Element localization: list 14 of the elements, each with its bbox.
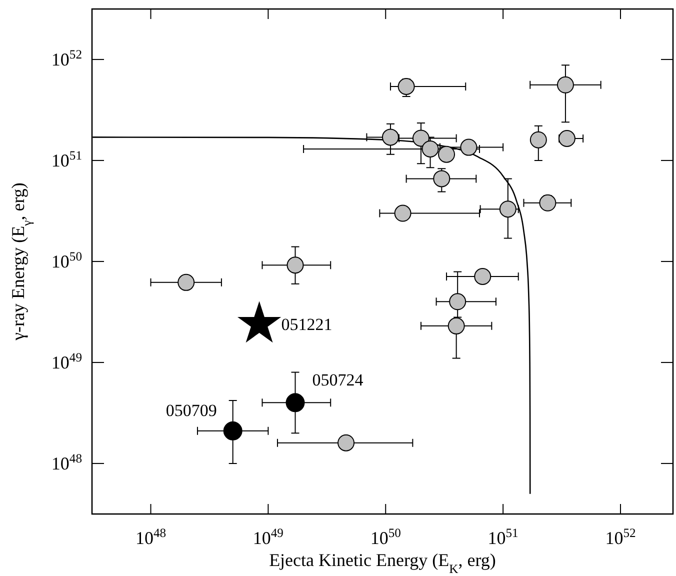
y-tick-label: 10$^{51}$ xyxy=(51,148,82,170)
x-tick-label: 10$^{51}$ xyxy=(488,526,518,548)
annotation: 050709 xyxy=(166,400,217,420)
y-tick-label: 10$^{50}$ xyxy=(51,249,82,272)
x-axis-title: Ejecta Kinetic Energy (E$_{K}$, erg) xyxy=(269,550,496,576)
x-tick-label: 10$^{48}$ xyxy=(135,526,166,548)
x-tick-label: 10$^{50}$ xyxy=(370,526,401,548)
y-tick-label: 10$^{52}$ xyxy=(51,47,82,70)
y-tick-label: 10$^{48}$ xyxy=(51,451,82,474)
x-tick-label: 10$^{49}$ xyxy=(252,526,284,548)
y-tick-label: 10$^{49}$ xyxy=(51,350,82,372)
annotation: 050724 xyxy=(312,370,364,390)
annotation: 051221 xyxy=(281,315,332,334)
x-tick-label: 10$^{52}$ xyxy=(605,526,636,548)
